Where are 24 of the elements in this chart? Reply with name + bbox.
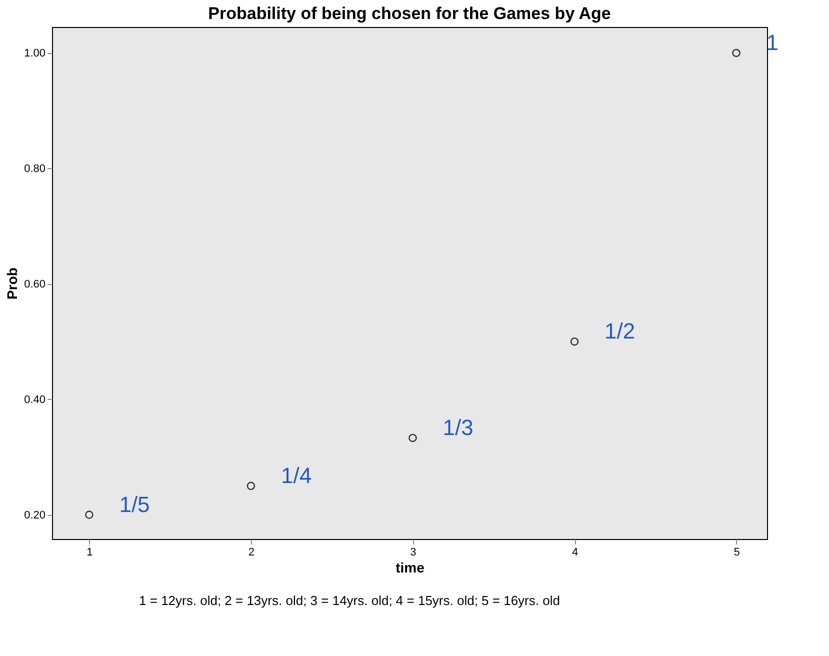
point xyxy=(570,337,579,346)
point xyxy=(408,434,417,442)
annotation: 1/5 xyxy=(119,492,150,517)
point xyxy=(246,482,256,490)
text: 1 = 12yrs. old; 2 = 13yrs. old; 3 = 14yrs. old; 4 = 15yrs. old; 5 = 16yrs. old xyxy=(139,593,560,608)
x-tick-label: 1 xyxy=(86,546,93,558)
x-tick-label: 2 xyxy=(248,546,255,558)
y-tick-label: 0.40 xyxy=(24,394,46,406)
annotation: 1/4 xyxy=(280,462,312,488)
point xyxy=(732,48,740,58)
y-tick-label: 0.20 xyxy=(24,509,46,522)
annotation: 1/2 xyxy=(604,318,636,344)
y-tick-label: 0.80 xyxy=(24,162,46,175)
x-axis-title: time xyxy=(396,560,425,576)
y-tick-label: 1.00 xyxy=(24,47,46,60)
y-tick-label: 0.60 xyxy=(24,278,46,290)
x-tick-label: 5 xyxy=(734,546,740,558)
chart-title: Probability of being chosen for the Games by Age xyxy=(208,4,611,23)
x-tick-label: 4 xyxy=(572,546,578,558)
point xyxy=(85,510,94,519)
annotation: 1 xyxy=(766,30,779,55)
x-tick-label: 3 xyxy=(410,546,416,558)
y-axis-title: Prob xyxy=(4,268,20,300)
annotation: 1/3 xyxy=(442,414,474,440)
